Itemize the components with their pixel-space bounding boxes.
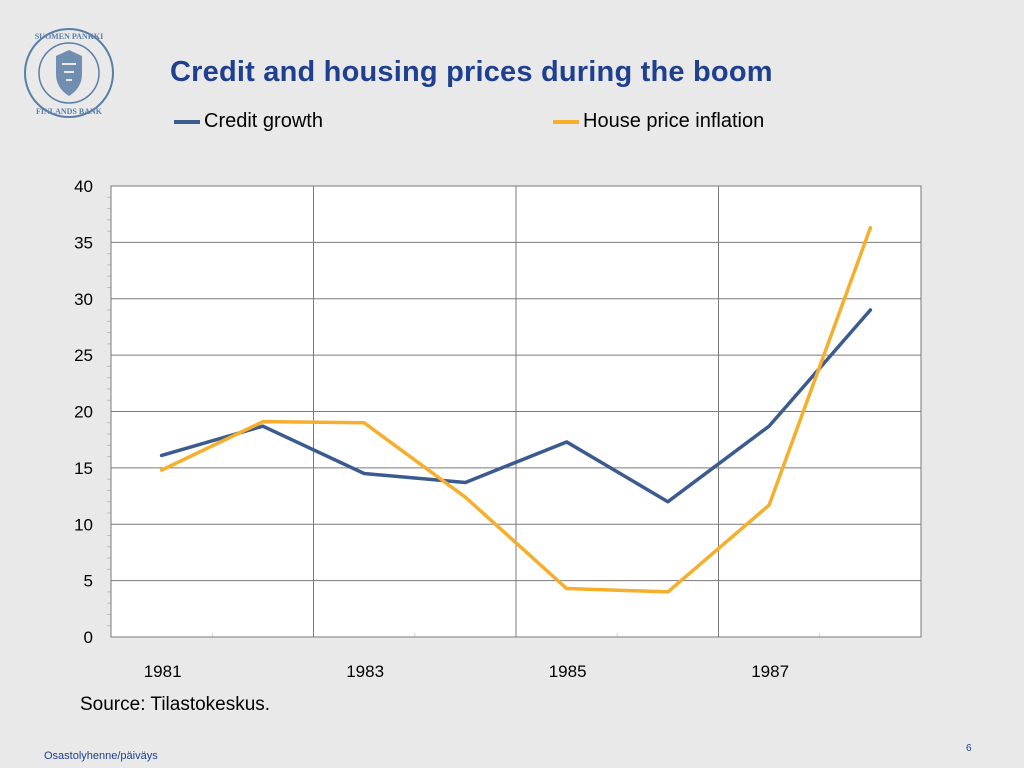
y-tick-label: 35 [74, 233, 93, 252]
data-point-house-price-inflation [868, 226, 872, 230]
y-tick-label: 40 [74, 177, 93, 196]
data-point-credit-growth [160, 453, 164, 457]
data-point-house-price-inflation [261, 420, 265, 424]
page-number: 6 [966, 743, 972, 754]
data-point-credit-growth [261, 424, 265, 428]
svg-text:FINLANDS BANK: FINLANDS BANK [36, 107, 103, 116]
y-tick-label: 25 [74, 346, 93, 365]
legend-item-credit-growth: Credit growth [174, 110, 323, 133]
y-tick-label: 10 [74, 515, 93, 534]
legend-item-house-price-inflation: House price inflation [553, 110, 764, 133]
data-point-house-price-inflation [767, 503, 771, 507]
data-point-credit-growth [767, 424, 771, 428]
data-point-house-price-inflation [463, 495, 467, 499]
data-point-credit-growth [565, 440, 569, 444]
data-point-credit-growth [463, 481, 467, 485]
y-tick-label: 0 [84, 628, 93, 647]
series-line-house-price-inflation [159, 225, 873, 594]
y-tick-label: 30 [74, 290, 93, 309]
svg-text:SUOMEN PANKKI: SUOMEN PANKKI [35, 32, 104, 41]
data-point-house-price-inflation [160, 468, 164, 472]
data-point-credit-growth [362, 472, 366, 476]
y-tick-label: 5 [84, 572, 93, 591]
y-tick-label: 20 [74, 403, 93, 422]
x-tick-label: 1987 [751, 662, 789, 681]
plot-border [110, 185, 922, 638]
data-point-credit-growth [868, 308, 872, 312]
series-line-credit-growth [159, 308, 873, 504]
data-point-house-price-inflation [666, 590, 670, 594]
data-point-house-price-inflation [362, 421, 366, 425]
x-tick-label: 1981 [144, 662, 182, 681]
legend-label-credit-growth: Credit growth [204, 110, 323, 132]
data-point-credit-growth [666, 500, 670, 504]
legend-label-house-price-inflation: House price inflation [583, 110, 765, 132]
legend-swatch-house-price-inflation [553, 119, 579, 124]
bank-logo-seal: SUOMEN PANKKI FINLANDS BANK [24, 28, 114, 118]
data-point-house-price-inflation [565, 587, 569, 591]
y-tick-label: 15 [74, 459, 93, 478]
footer-department-date: Osastolyhenne/päiväys [44, 750, 158, 762]
legend-swatch-credit-growth [174, 119, 200, 124]
x-tick-label: 1985 [549, 662, 587, 681]
page-title: Credit and housing prices during the boo… [170, 56, 773, 88]
source-note: Source: Tilastokeskus. [80, 694, 271, 715]
x-tick-label: 1983 [346, 662, 384, 681]
